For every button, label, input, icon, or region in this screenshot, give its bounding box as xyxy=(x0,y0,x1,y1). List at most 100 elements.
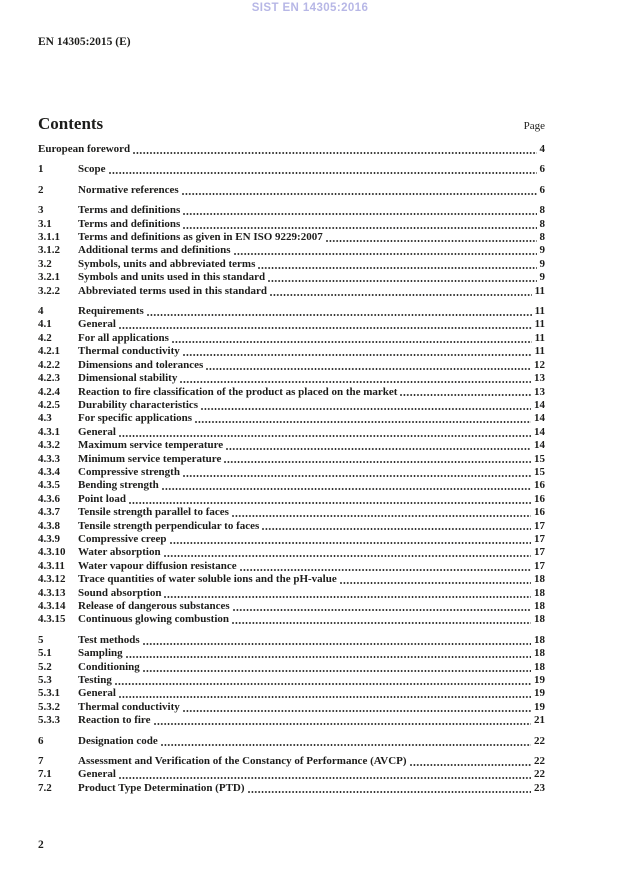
toc-entry-number: 4.3.3 xyxy=(38,452,60,465)
toc-row[interactable]: 5 Test methods 18 xyxy=(38,634,545,647)
toc-entry-number: 4.3.14 xyxy=(38,600,66,612)
toc-entry-page: 9 xyxy=(539,244,546,257)
toc-row[interactable]: 4.3.13 Sound absorption 18 xyxy=(38,587,545,600)
toc-entry-title: Minimum service temperature xyxy=(78,452,222,465)
toc-entry-title: Thermal conductivity xyxy=(78,700,180,713)
toc-entry-title: General xyxy=(78,425,116,438)
toc-row[interactable]: 5.3.3 Reaction to fire 21 xyxy=(38,714,545,727)
toc-row[interactable]: 4.3.14 Release of dangerous substances 1… xyxy=(38,600,545,613)
toc-row[interactable]: 5.1 Sampling 18 xyxy=(38,647,545,660)
toc-entry-page: 11 xyxy=(534,318,545,331)
toc-entry-title: Durability characteristics xyxy=(78,398,199,411)
toc-entry-number: 6 xyxy=(38,734,44,747)
toc-entry-page: 13 xyxy=(534,372,545,385)
toc-row[interactable]: 7 Assessment and Verification of the Con… xyxy=(38,755,545,768)
toc-row[interactable]: 7.2 Product Type Determination (PTD) 23 xyxy=(38,782,545,795)
toc-entry-page: 8 xyxy=(539,217,546,230)
toc-row[interactable]: 4.3 For specific applications 14 xyxy=(38,412,545,425)
toc-entry-page: 12 xyxy=(534,358,545,371)
toc-entry-title: General xyxy=(78,687,116,700)
toc-row[interactable]: 1 Scope 6 xyxy=(38,163,545,176)
toc-entry-page: 18 xyxy=(534,573,545,586)
toc-row[interactable]: 4.2.1 Thermal conductivity 11 xyxy=(38,345,545,358)
contents-title: Contents xyxy=(38,114,104,133)
toc-row[interactable]: 4.2.5 Durability characteristics 14 xyxy=(38,399,545,412)
toc-entry-page: 18 xyxy=(534,613,545,626)
toc-row[interactable]: European foreword 4 xyxy=(38,143,545,156)
toc-entry-title: General xyxy=(78,768,116,781)
toc-entry-page: 21 xyxy=(534,714,545,727)
document-reference: EN 14305:2015 (E) xyxy=(38,36,131,48)
toc-entry-title: Compressive creep xyxy=(78,532,167,545)
toc-entry-title: Water vapour diffusion resistance xyxy=(78,559,237,572)
toc-row[interactable]: 3.2 Symbols, units and abbreviated terms… xyxy=(38,258,545,271)
toc-row[interactable]: 4.3.4 Compressive strength 15 xyxy=(38,466,545,479)
toc-entry-number: 3.1.2 xyxy=(38,244,60,257)
toc-entry-title: Conditioning xyxy=(78,660,140,673)
toc-entry-title: Reaction to fire xyxy=(78,714,151,727)
toc-row[interactable]: 5.3.1 General 19 xyxy=(38,687,545,700)
toc-entry-page: 4 xyxy=(539,143,546,155)
toc-row[interactable]: 4 Requirements 11 xyxy=(38,305,545,318)
toc-entry-page: 16 xyxy=(534,492,545,505)
toc-row[interactable]: 4.2 For all applications 11 xyxy=(38,332,545,345)
toc-entry-page: 19 xyxy=(534,674,545,687)
toc-row[interactable]: 4.1 General 11 xyxy=(38,318,545,331)
toc-entry-number: 4.2.1 xyxy=(38,345,60,358)
contents-header: Contents Page xyxy=(38,114,545,134)
toc-row[interactable]: 3.2.2 Abbreviated terms used in this sta… xyxy=(38,285,545,298)
toc-row[interactable]: 4.2.3 Dimensional stability 13 xyxy=(38,372,545,385)
toc-entry-page: 22 xyxy=(534,755,545,768)
toc-entry-number: 3.2.2 xyxy=(38,284,60,297)
toc-entry-number: 5.3.1 xyxy=(38,687,60,700)
toc-row[interactable]: 2 Normative references 6 xyxy=(38,184,545,197)
toc-row[interactable]: 4.3.9 Compressive creep 17 xyxy=(38,533,545,546)
toc-entry-title: Dimensions and tolerances xyxy=(78,358,204,371)
toc-group: 6 Designation code 22 xyxy=(38,735,545,748)
toc-entry-title: For specific applications xyxy=(78,412,193,425)
toc-row[interactable]: 4.2.2 Dimensions and tolerances 12 xyxy=(38,359,545,372)
toc-entry-title: Symbols, units and abbreviated terms xyxy=(78,257,256,270)
toc-entry-title: Reaction to fire classification of the p… xyxy=(78,385,398,398)
toc-row[interactable]: 3.1.2 Additional terms and definitions 9 xyxy=(38,244,545,257)
toc-row[interactable]: 3.1.1 Terms and definitions as given in … xyxy=(38,231,545,244)
toc-entry-page: 19 xyxy=(534,687,545,700)
toc-entry-number: 7.1 xyxy=(38,768,52,781)
toc-entry-page: 17 xyxy=(534,519,545,532)
toc-entry-page: 18 xyxy=(534,660,545,673)
toc-row[interactable]: 3 Terms and definitions 8 xyxy=(38,204,545,217)
toc-row[interactable]: 4.3.12 Trace quantities of water soluble… xyxy=(38,573,545,586)
toc-entry-title: Release of dangerous substances xyxy=(78,600,230,612)
toc-group: 1 Scope 6 xyxy=(38,163,545,176)
toc-entry-title: Requirements xyxy=(78,305,144,318)
toc-entry-number: 4.3.2 xyxy=(38,439,60,452)
toc-row[interactable]: 4.3.15 Continuous glowing combustion 18 xyxy=(38,613,545,626)
toc-entry-number: 5.1 xyxy=(38,647,52,660)
toc-row[interactable]: 3.1 Terms and definitions 8 xyxy=(38,218,545,231)
toc-entry-title: Assessment and Verification of the Const… xyxy=(78,755,407,768)
toc-row[interactable]: 4.3.11 Water vapour diffusion resistance… xyxy=(38,560,545,573)
toc-row[interactable]: 4.3.7 Tensile strength parallel to faces… xyxy=(38,506,545,519)
toc-row[interactable]: 5.3 Testing 19 xyxy=(38,674,545,687)
toc-row[interactable]: 4.3.8 Tensile strength perpendicular to … xyxy=(38,520,545,533)
toc-entry-title: Normative references xyxy=(78,183,179,196)
toc-row[interactable]: 4.2.4 Reaction to fire classification of… xyxy=(38,386,545,399)
toc-entry-title: General xyxy=(78,318,116,331)
toc-entry-title: Test methods xyxy=(78,633,140,646)
toc-row[interactable]: 4.3.3 Minimum service temperature 15 xyxy=(38,453,545,466)
toc-row[interactable]: 4.3.6 Point load 16 xyxy=(38,493,545,506)
toc-row[interactable]: 4.3.10 Water absorption 17 xyxy=(38,546,545,559)
toc-row[interactable]: 5.2 Conditioning 18 xyxy=(38,661,545,674)
toc-entry-number: 4.3.8 xyxy=(38,519,60,532)
toc-row[interactable]: 4.3.2 Maximum service temperature 14 xyxy=(38,439,545,452)
toc-row[interactable]: 5.3.2 Thermal conductivity 19 xyxy=(38,701,545,714)
toc-group: 7 Assessment and Verification of the Con… xyxy=(38,755,545,795)
toc-entry-page: 11 xyxy=(534,331,545,344)
toc-entry-number: 4.2.5 xyxy=(38,398,60,411)
toc-row[interactable]: 3.2.1 Symbols and units used in this sta… xyxy=(38,271,545,284)
toc-row[interactable]: 6 Designation code 22 xyxy=(38,735,545,748)
toc-entry-number: 4.3.9 xyxy=(38,532,60,545)
toc-row[interactable]: 4.3.5 Bending strength 16 xyxy=(38,479,545,492)
toc-row[interactable]: 4.3.1 General 14 xyxy=(38,426,545,439)
toc-row[interactable]: 7.1 General 22 xyxy=(38,768,545,781)
